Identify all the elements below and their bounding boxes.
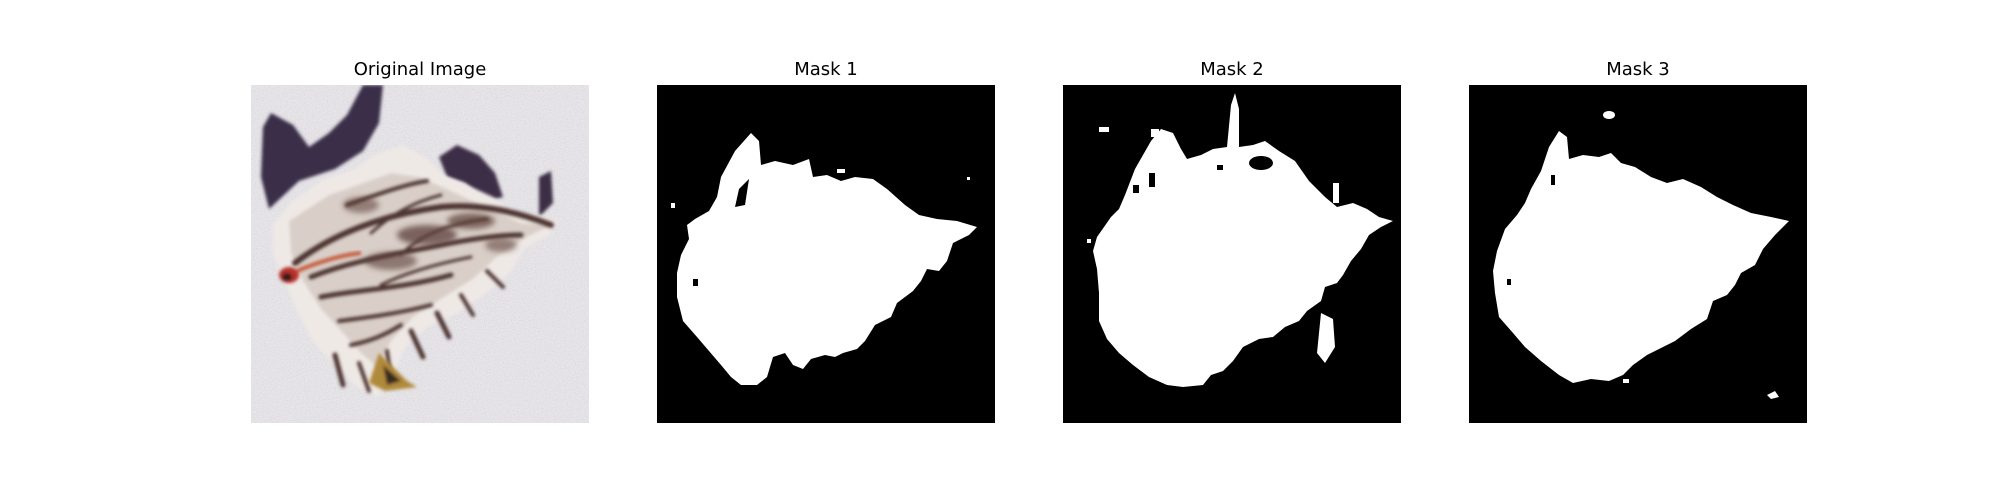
leaf-veins [292, 179, 554, 393]
mask-holes [693, 179, 749, 286]
mask-holes [1507, 175, 1555, 285]
leaf-red-accent [279, 251, 362, 283]
panel-mask-3: Mask 3 [1469, 0, 1807, 500]
mask-foreground [1493, 111, 1789, 399]
panel-title: Original Image [353, 59, 487, 80]
leaf-shadow [261, 85, 553, 217]
mask-1-image [657, 85, 995, 423]
mask-3-image [1469, 85, 1807, 423]
leaf-dark-patches [343, 197, 517, 270]
panel-title: Mask 1 [794, 59, 858, 80]
mask-holes [1133, 156, 1273, 193]
mask-foreground [1087, 93, 1393, 387]
panel-title: Mask 3 [1606, 59, 1670, 80]
leaf-yellow-tip [369, 353, 417, 391]
original-image [251, 85, 589, 423]
mask-2-image [1063, 85, 1401, 423]
panel-title: Mask 2 [1200, 59, 1264, 80]
panel-mask-2: Mask 2 [1063, 0, 1401, 500]
panel-mask-1: Mask 1 [657, 0, 995, 500]
panel-original-image: Original Image [251, 0, 589, 500]
